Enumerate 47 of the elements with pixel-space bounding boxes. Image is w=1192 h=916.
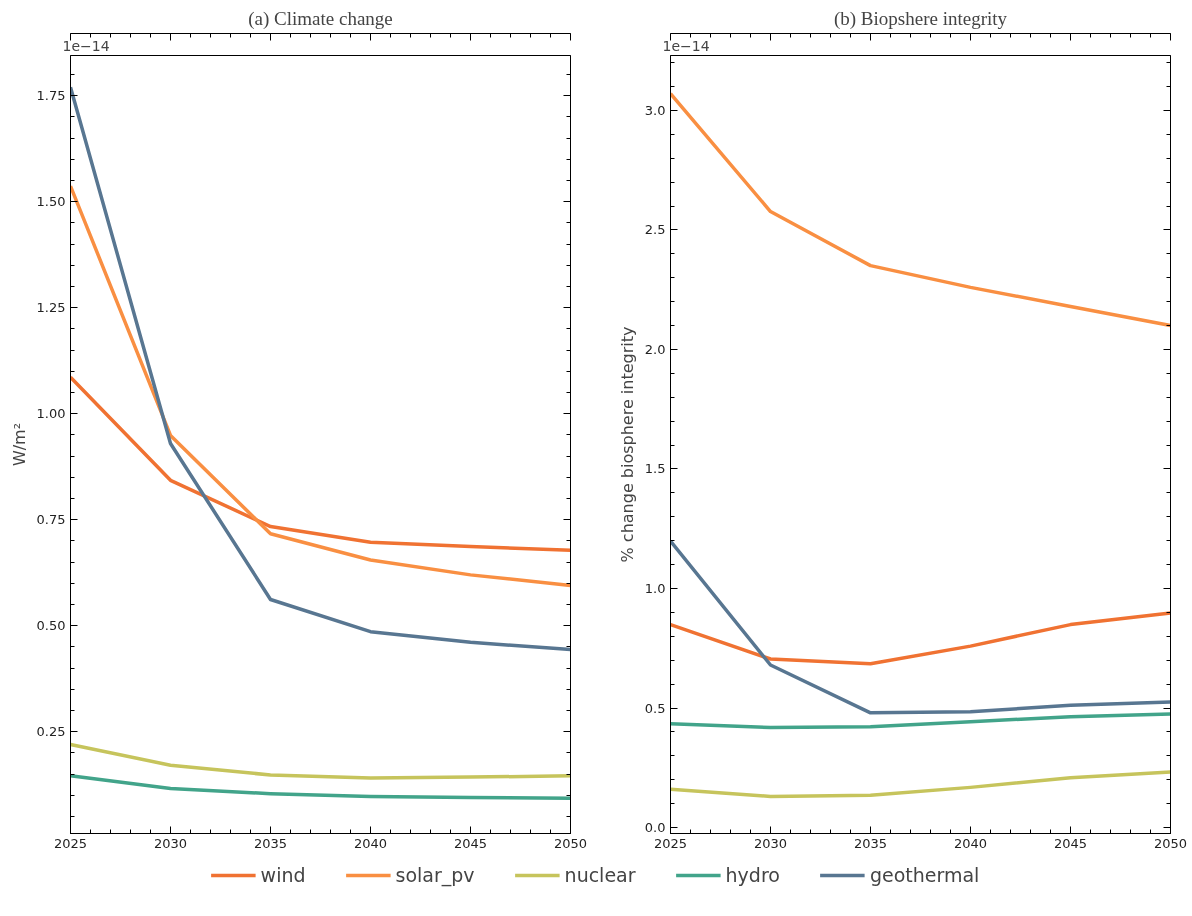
x-tick-label: 2050: [553, 835, 588, 851]
chart-title: (a) Climate change: [248, 7, 393, 30]
legend-label: nuclear: [564, 864, 636, 886]
y-tick-label: 1.5: [644, 461, 666, 477]
line-series: [670, 712, 1171, 730]
y-tick-label: 3.0: [644, 102, 666, 118]
x-tick-label: 2035: [253, 835, 288, 851]
text: 1e−14: [62, 37, 110, 54]
x-tick-label: 2040: [953, 835, 988, 851]
line-series: [670, 611, 1171, 666]
line-series: [70, 85, 571, 652]
x-tick-label: 2035: [853, 835, 888, 851]
legend-label: wind: [260, 864, 306, 886]
x-tick-label: 2030: [753, 835, 788, 851]
chart-title: (b) Biopshere integrity: [833, 7, 1008, 30]
line-series: [670, 91, 1171, 328]
y-tick-label: 0.0: [644, 820, 666, 836]
x-tick-label: 2050: [1153, 835, 1188, 851]
line-series: [70, 184, 571, 588]
y-tick-label: 2.5: [644, 222, 666, 238]
x-tick-label: 2045: [453, 835, 488, 851]
y-tick-label: 0.25: [36, 724, 66, 740]
y-tick-label: 2.0: [644, 341, 666, 357]
line-series: [670, 770, 1171, 799]
line-series: [670, 539, 1171, 715]
line-series: [70, 774, 571, 801]
y-tick-label: 1.00: [36, 406, 66, 422]
y-axis-title: W/m²: [9, 422, 29, 467]
y-tick-label: 0.50: [36, 618, 66, 634]
line-series: [70, 375, 571, 553]
y-tick-label: 0.75: [36, 512, 66, 528]
y-tick-label: 1.75: [36, 88, 66, 104]
y-tick-label: 1.25: [36, 300, 66, 316]
y-tick-label: 1.0: [644, 581, 666, 597]
legend-label: solar_pv: [395, 864, 475, 886]
text: 1e−14: [662, 37, 710, 54]
x-tick-label: 2045: [1053, 835, 1088, 851]
y-axis-title: % change biosphere integrity: [617, 326, 637, 563]
x-tick-label: 2030: [153, 835, 188, 851]
x-tick-label: 2025: [53, 835, 88, 851]
x-tick-label: 2040: [353, 835, 388, 851]
x-tick-label: 2025: [653, 835, 688, 851]
legend-label: hydro: [725, 864, 780, 886]
y-tick-label: 1.50: [36, 194, 66, 210]
legend-label: geothermal: [869, 864, 980, 886]
y-tick-label: 0.5: [644, 700, 666, 716]
line-series: [70, 742, 571, 780]
